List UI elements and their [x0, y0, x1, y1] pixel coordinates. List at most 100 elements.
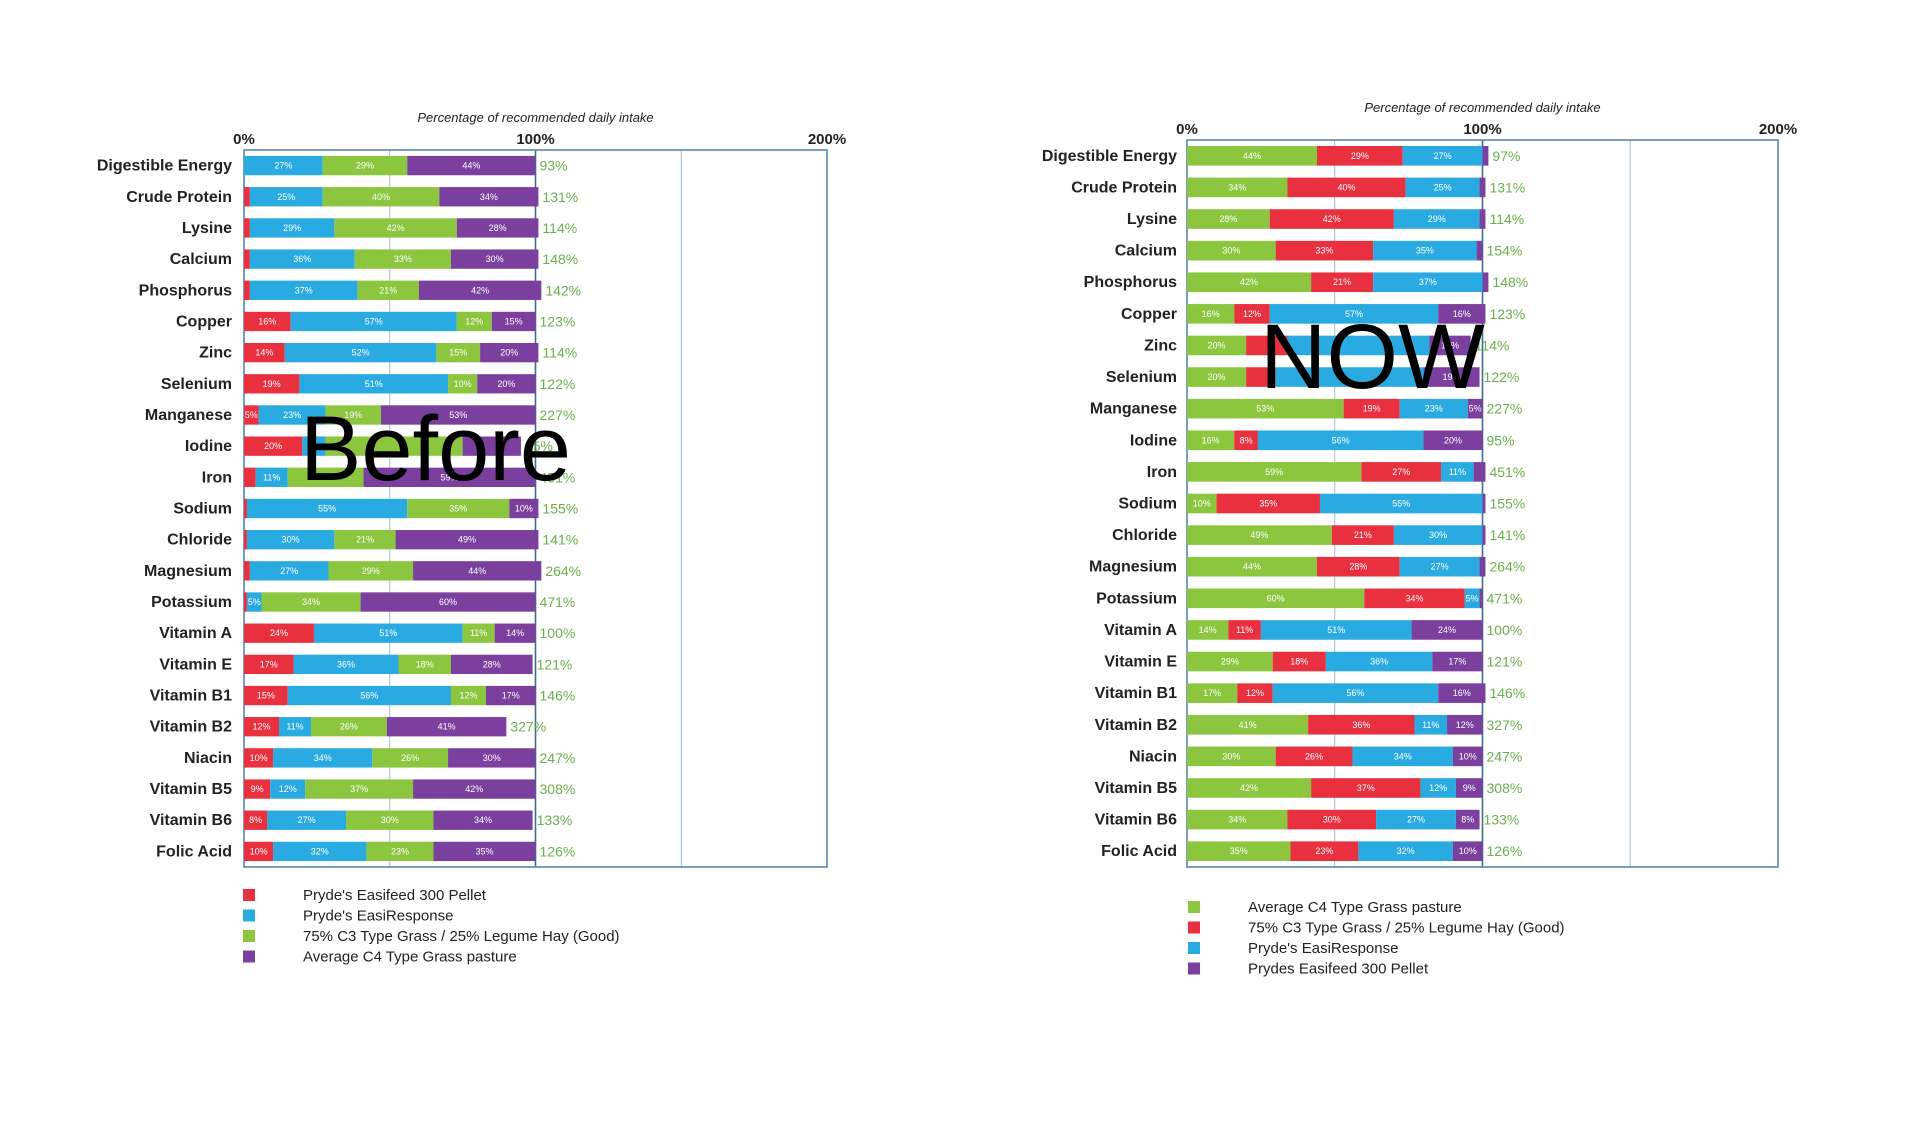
segment-label: 10% [515, 504, 533, 514]
category-label: Vitamin B5 [150, 781, 233, 798]
legend-swatch [243, 909, 255, 922]
bar-segment [278, 717, 312, 737]
total-label: 114% [1475, 337, 1510, 353]
bar-segment [1447, 714, 1483, 735]
bar-segment [1311, 778, 1421, 798]
segment-label: 59% [440, 472, 458, 482]
bar-segment [313, 623, 463, 643]
segment-label: 29% [1221, 657, 1239, 667]
category-label: Copper [1121, 306, 1177, 323]
bar-segment [398, 654, 451, 675]
legend-label: Average C4 Type Grass pasture [303, 949, 517, 966]
category-label: Digestible Energy [97, 158, 232, 175]
segment-label: 27% [280, 566, 298, 576]
category-label: Vitamin B6 [150, 812, 233, 829]
category-label: Manganese [1090, 401, 1177, 418]
total-label: 247% [1487, 748, 1523, 764]
segment-label: 15% [449, 348, 467, 358]
segment-label: 53% [1256, 404, 1274, 414]
segment-label: 15% [505, 316, 523, 326]
category-label: Chloride [1112, 527, 1177, 544]
total-label: 100% [1487, 622, 1523, 638]
segment-label: 18% [1290, 657, 1308, 667]
legend-label: Average C4 Type Grass pasture [1248, 899, 1462, 916]
bar-segment [386, 717, 507, 737]
category-label: Niacin [1129, 748, 1177, 765]
segment-label: 40% [1338, 182, 1356, 192]
bar-segment [1187, 177, 1288, 198]
bar-segment [1216, 493, 1320, 514]
segment-label: 27% [1392, 467, 1410, 477]
bar-segment [1275, 367, 1424, 387]
segment-label: 21% [379, 285, 397, 295]
bar-segment [249, 187, 323, 207]
bar-segment [1187, 746, 1276, 767]
segment-label: 16% [1202, 309, 1220, 319]
bar-segment [1187, 367, 1247, 387]
bar-segment [1482, 525, 1486, 545]
bar-segment [1187, 651, 1273, 672]
segment-label: 49% [458, 535, 476, 545]
bar-segment [1399, 556, 1480, 577]
bar-segment [1393, 209, 1480, 229]
bar-segment [244, 623, 314, 643]
segment-label: 34% [1228, 815, 1246, 825]
total-label: 155% [1489, 496, 1525, 512]
category-label: Vitamin E [159, 656, 232, 673]
bar-segment [494, 623, 536, 643]
segment-label: 27% [1434, 151, 1452, 161]
category-label: Vitamin E [1104, 654, 1177, 671]
category-label: Iodine [1130, 432, 1177, 449]
segment-label: 35% [449, 504, 467, 514]
x-tick-label: 200% [1759, 121, 1797, 138]
category-label: Potassium [151, 594, 232, 611]
segment-label: 15% [257, 691, 275, 701]
bar-segment [357, 280, 419, 300]
total-label: 327% [1487, 717, 1523, 733]
segment-label: 41% [438, 722, 456, 732]
segment-label: 55% [1392, 499, 1410, 509]
bar-segment [418, 280, 542, 300]
category-label: Vitamin A [159, 625, 232, 642]
category-label: Lysine [182, 220, 232, 237]
segment-label: 42% [1323, 214, 1341, 224]
segment-label: 26% [340, 722, 358, 732]
bar-segment [1287, 809, 1377, 830]
bar-segment [1331, 525, 1394, 545]
bar-segment [462, 623, 495, 643]
bar-segment [1187, 620, 1229, 640]
bar-segment [1467, 398, 1483, 419]
bar-segment [1325, 651, 1433, 672]
category-label: Sodium [1118, 496, 1177, 513]
bar-segment [246, 498, 408, 519]
bar-segment [244, 530, 247, 550]
bar-segment [325, 405, 382, 425]
legend-swatch [1188, 962, 1200, 975]
segment-label: 23% [1315, 846, 1333, 856]
category-label: Copper [176, 313, 232, 330]
segment-label: 16% [1202, 435, 1220, 445]
bar-segment [485, 685, 536, 706]
segment-label: 5% [248, 597, 261, 607]
bar-segment [491, 311, 536, 332]
segment-label: 42% [1240, 783, 1258, 793]
bar-segment [1269, 209, 1394, 229]
category-label: Vitamin A [1104, 622, 1177, 639]
total-label: 93% [540, 158, 568, 174]
now-chart: Percentage of recommended daily intake 0%… [1042, 100, 1797, 978]
bar-segment [1275, 746, 1353, 767]
category-label: Selenium [1106, 369, 1177, 386]
bar-segment [244, 436, 303, 456]
bar-segment [249, 218, 335, 238]
bar-segment [1187, 809, 1288, 830]
segment-label: 20% [1444, 435, 1462, 445]
bar-segment [1257, 430, 1424, 451]
segment-label: 10% [250, 753, 268, 763]
x-tick-label: 100% [516, 131, 554, 148]
segment-label: 53% [449, 410, 467, 420]
segment-label: 14% [506, 628, 524, 638]
bar-segment [448, 374, 478, 394]
bar-segment [244, 218, 250, 238]
segment-label: 44% [468, 566, 486, 576]
segment-label: 32% [311, 846, 329, 856]
